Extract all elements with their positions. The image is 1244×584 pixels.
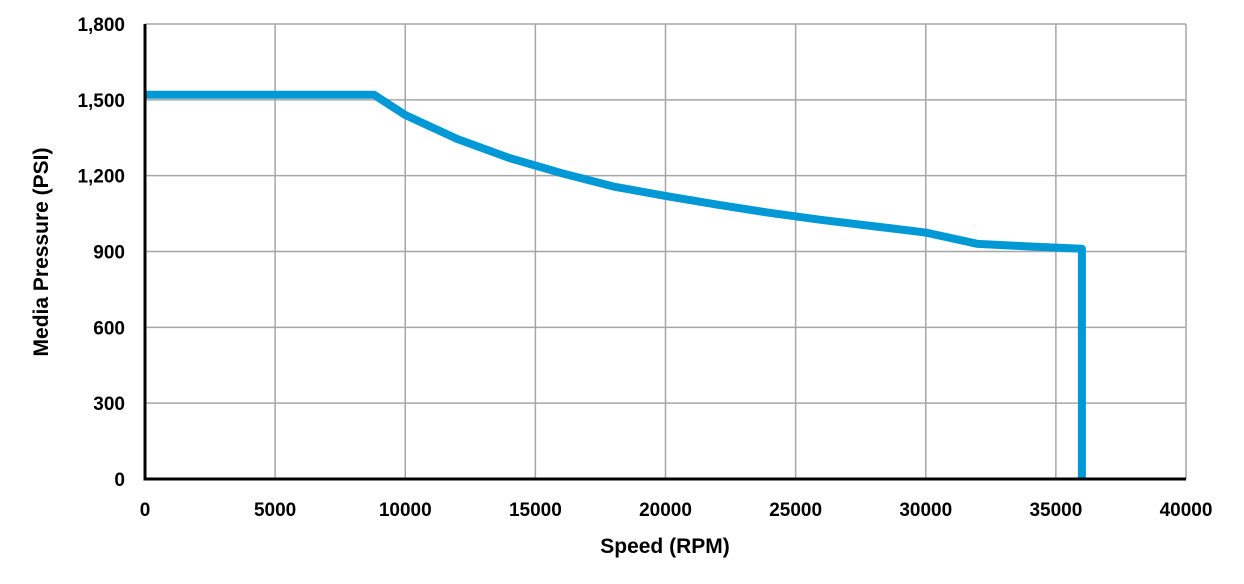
x-tick-label: 25000 (769, 500, 822, 521)
x-tick-label: 0 (140, 500, 151, 521)
x-tick-label: 20000 (639, 500, 692, 521)
y-tick-label: 0 (114, 470, 125, 491)
x-tick-label: 40000 (1160, 500, 1213, 521)
y-axis-label: Media Pressure (PSI) (30, 148, 53, 357)
tick-labels: 0 5000 10000 15000 20000 25000 30000 35000 40000… (77, 15, 1212, 521)
x-tick-label: 10000 (379, 500, 432, 521)
x-tick-label: 35000 (1029, 500, 1082, 521)
x-tick-label: 5000 (254, 500, 296, 521)
y-tick-label: 1,500 (77, 91, 125, 112)
y-tick-label: 900 (93, 243, 125, 264)
x-axis-label: Speed (RPM) (600, 535, 730, 558)
series (145, 90, 1086, 479)
grid (145, 23, 1187, 479)
y-tick-label: 1,200 (77, 167, 125, 188)
x-tick-label: 30000 (899, 500, 952, 521)
axes (143, 24, 1186, 481)
y-tick-label: 600 (93, 318, 125, 339)
series-line (145, 90, 1086, 479)
y-tick-label: 1,800 (77, 15, 125, 36)
y-tick-label: 300 (93, 394, 125, 415)
x-tick-label: 15000 (509, 500, 562, 521)
